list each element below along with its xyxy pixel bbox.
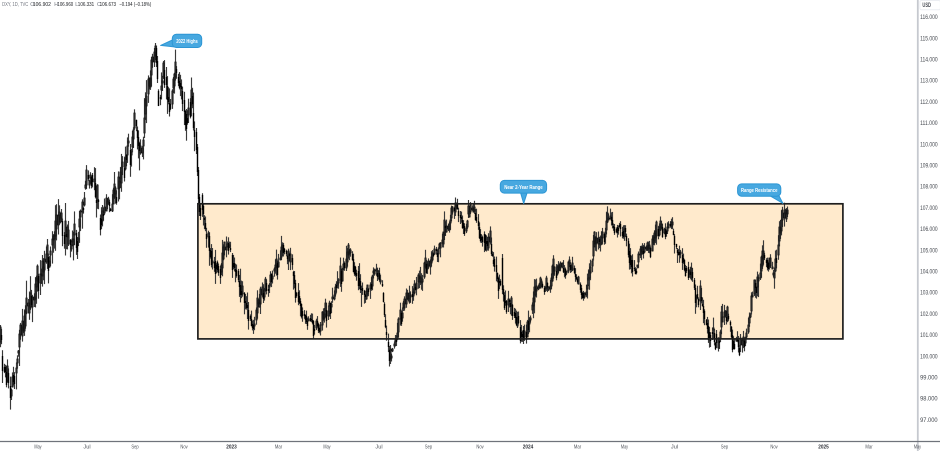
svg-text:May: May (621, 444, 628, 450)
svg-text:106.902: 106.902 (33, 2, 51, 8)
svg-text:2024: 2024 (523, 444, 534, 450)
svg-text:97.000: 97.000 (920, 417, 938, 424)
svg-text:2022 Highs: 2022 Highs (176, 39, 198, 45)
svg-text:2025: 2025 (818, 444, 829, 450)
svg-text:2023: 2023 (226, 444, 237, 450)
svg-text:Sep: Sep (131, 444, 138, 450)
svg-text:H: H (54, 2, 58, 8)
svg-text:112.000: 112.000 (920, 99, 938, 106)
svg-text:105.000: 105.000 (920, 247, 938, 254)
svg-text:111.000: 111.000 (920, 120, 938, 127)
svg-text:Sep: Sep (425, 444, 432, 450)
svg-text:May: May (34, 444, 41, 450)
svg-text:106.000: 106.000 (920, 226, 938, 233)
svg-text:−0.194 (−0.18%): −0.194 (−0.18%) (119, 2, 151, 8)
svg-text:Jul: Jul (83, 444, 90, 450)
svg-text:107.000: 107.000 (920, 205, 938, 212)
svg-text:115.000: 115.000 (920, 35, 938, 42)
svg-text:108.000: 108.000 (920, 184, 938, 191)
svg-text:Jul: Jul (375, 444, 382, 450)
svg-text:109.000: 109.000 (920, 163, 938, 170)
svg-text:113.000: 113.000 (920, 78, 938, 85)
svg-text:Nov: Nov (476, 444, 483, 450)
svg-text:Nov: Nov (770, 444, 777, 450)
svg-text:106.673: 106.673 (100, 2, 117, 8)
svg-text:Mar: Mar (574, 444, 581, 450)
svg-text:USD: USD (922, 3, 931, 9)
svg-text:May: May (323, 444, 330, 450)
svg-text:103.000: 103.000 (920, 290, 938, 297)
svg-text:O: O (30, 2, 34, 8)
svg-text:L: L (75, 2, 78, 8)
svg-text:Jul: Jul (671, 444, 678, 450)
svg-text:98.000: 98.000 (920, 396, 938, 403)
svg-text:Range Resistance: Range Resistance (741, 188, 778, 194)
svg-text:110.000: 110.000 (920, 141, 938, 148)
svg-text:May: May (914, 444, 921, 450)
svg-text:114.000: 114.000 (920, 57, 938, 64)
svg-text:100.000: 100.000 (920, 353, 938, 360)
svg-text:C: C (97, 2, 101, 8)
svg-text:116.000: 116.000 (920, 14, 938, 21)
svg-text:Sep: Sep (721, 444, 728, 450)
svg-text:Near 2-Year Range: Near 2-Year Range (504, 185, 543, 191)
svg-text:99.000: 99.000 (920, 375, 938, 382)
svg-text:102.000: 102.000 (920, 311, 938, 318)
svg-text:104.000: 104.000 (920, 269, 938, 276)
svg-text:Mar: Mar (865, 444, 872, 450)
svg-text:101.000: 101.000 (920, 332, 938, 339)
svg-text:106.960: 106.960 (57, 2, 73, 8)
svg-text:DXY, 1D, TVC: DXY, 1D, TVC (2, 2, 28, 8)
svg-text:Nov: Nov (180, 444, 187, 450)
svg-text:106.331: 106.331 (78, 2, 94, 8)
svg-text:Mar: Mar (275, 444, 282, 450)
